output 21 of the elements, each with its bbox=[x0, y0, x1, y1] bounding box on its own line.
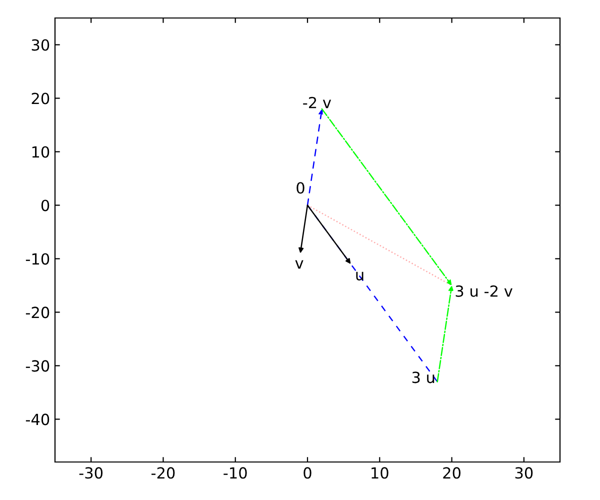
y-tick-label: 0 bbox=[41, 200, 50, 212]
x-tick-label: -20 bbox=[151, 467, 175, 479]
annotation: 0 bbox=[296, 182, 304, 194]
y-tick-label: -20 bbox=[26, 306, 50, 318]
y-tick-label: 10 bbox=[32, 146, 50, 158]
y-tick-label: 20 bbox=[32, 92, 50, 104]
y-tick-label: -10 bbox=[26, 253, 50, 265]
annotation: u bbox=[356, 272, 364, 281]
x-tick-label: -10 bbox=[224, 467, 247, 479]
x-tick-label: 20 bbox=[443, 467, 460, 479]
annotation: 3 u -2 v bbox=[456, 285, 512, 297]
annotation: 3 u bbox=[412, 372, 434, 384]
x-tick-label: 10 bbox=[372, 467, 388, 479]
x-tick-label: -30 bbox=[79, 467, 103, 479]
x-tick-label: 30 bbox=[515, 467, 533, 479]
y-tick-label: -40 bbox=[26, 414, 50, 426]
y-tick-label: -30 bbox=[26, 360, 50, 372]
y-tick-label: 30 bbox=[32, 39, 50, 51]
annotation: v bbox=[295, 260, 304, 269]
x-tick-label: 0 bbox=[304, 467, 312, 479]
annotation: -2 v bbox=[303, 96, 332, 108]
